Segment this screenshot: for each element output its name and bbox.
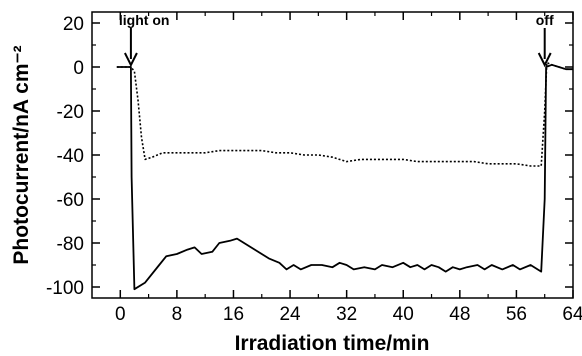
x-tick-label: 56	[506, 304, 527, 325]
y-tick-label: 0	[73, 58, 84, 79]
y-tick-label: -20	[57, 102, 84, 123]
y-tick-label: -100	[46, 278, 84, 299]
series-line-solid	[116, 63, 573, 291]
annotation-arrow-head	[124, 52, 138, 68]
x-tick-label: 64	[562, 304, 582, 325]
x-tick-label: 0	[115, 304, 126, 325]
y-tick-label: -60	[57, 190, 84, 211]
annotation-arrow-head	[537, 52, 552, 68]
x-tick-label: 8	[172, 304, 183, 325]
plot-frame	[91, 11, 574, 299]
x-tick-label: 16	[223, 304, 244, 325]
series-layer	[116, 61, 573, 291]
annotation-label: light on	[119, 12, 170, 28]
y-tick-label: -40	[57, 146, 84, 167]
annotations: light on off	[119, 12, 554, 68]
axis-ticks	[92, 12, 574, 298]
x-tick-label: 32	[336, 304, 357, 325]
tick-labels: 0 8 16 24 32 40 48 56 64 20 0 -20 -40 -60 -80 -100	[46, 14, 582, 325]
x-axis-title: Irradiation time/min	[235, 332, 430, 355]
y-tick-label: -80	[57, 234, 84, 255]
y-axis-title: Photocurrent/nA cm⁻²	[10, 45, 33, 264]
series-line-dotted	[116, 61, 573, 167]
x-tick-label: 40	[393, 304, 414, 325]
x-tick-label: 24	[279, 304, 301, 325]
annotation-label: off	[536, 12, 554, 28]
x-tick-label: 48	[449, 304, 470, 325]
y-tick-label: 20	[63, 14, 84, 35]
